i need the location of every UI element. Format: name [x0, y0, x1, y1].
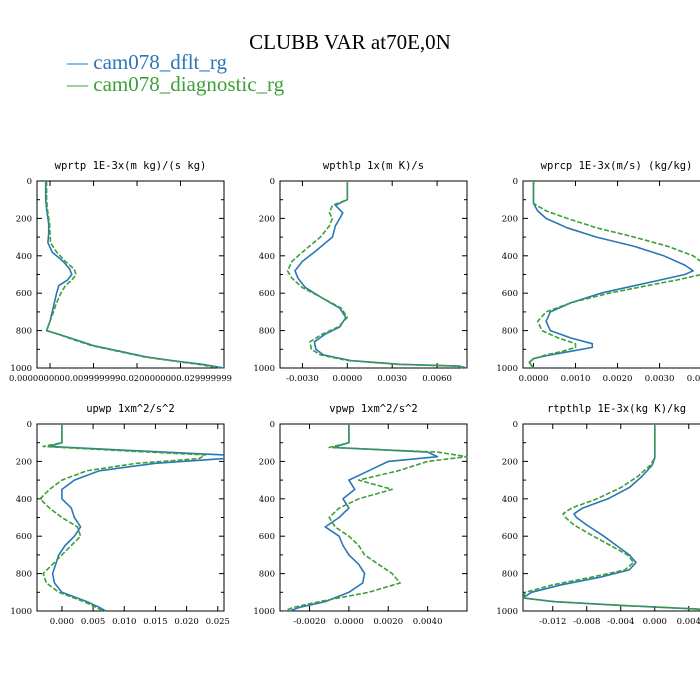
panel-4-ytick-label: 200	[16, 457, 32, 467]
panel-4-xtick-label: 0.025	[206, 617, 230, 627]
panel-5-title: vpwp 1xm^2/s^2	[329, 403, 418, 415]
panel-5-ytick-label: 200	[259, 457, 275, 467]
panel-3-ytick-label: 600	[502, 289, 518, 299]
panel-4-ytick-label: 800	[16, 570, 32, 580]
panel-2-ytick-label: 600	[259, 289, 275, 299]
panel-2-series-dflt	[294, 181, 468, 369]
panel-6-ytick-label: 1000	[496, 607, 518, 617]
panel-3-xtick-label: 0.0000	[519, 374, 549, 384]
panel-5-series-diagnostic	[283, 424, 468, 612]
legend-entry-diagnostic: — cam078_diagnostic_rg	[67, 72, 284, 97]
panel-2-ytick-label: 200	[259, 214, 275, 224]
panel-1-series-dflt	[44, 181, 225, 369]
panel-6-xtick-label: -0.012	[539, 617, 566, 627]
panel-1-title: wprtp 1E-3x(m kg)/(s kg)	[55, 160, 207, 172]
panel-3-ytick-label: 200	[502, 214, 518, 224]
panel-4-xtick-label: 0.005	[81, 617, 105, 627]
panel-1-ytick-label: 400	[16, 252, 32, 262]
panel-4-ytick-label: 0	[27, 420, 32, 430]
panel-1-ytick-label: 1000	[10, 364, 32, 374]
panel-4-xtick-label: 0.015	[143, 617, 167, 627]
panel-2-frame	[279, 180, 468, 369]
panel-5-xtick-label: 0.0040	[413, 617, 443, 627]
panel-2-xtick-label: -0.0030	[286, 374, 319, 384]
panel-6-xtick-label: 0.000	[643, 617, 667, 627]
legend-label-diagnostic: cam078_diagnostic_rg	[93, 72, 285, 96]
panel-2-xtick-label: 0.0030	[377, 374, 407, 384]
panel-6-ytick-label: 800	[502, 570, 518, 580]
panel-6-xtick-label: -0.004	[607, 617, 634, 627]
panel-3-ytick-label: 1000	[496, 364, 518, 374]
panel-6-ytick-label: 400	[502, 495, 518, 505]
panel-6-series-diagnostic	[522, 424, 700, 611]
panel-6-series-dflt	[522, 424, 700, 611]
panel-5-ytick-label: 1000	[253, 607, 275, 617]
panel-1-frame	[36, 180, 225, 369]
page-title: CLUBB VAR at70E,0N	[249, 30, 451, 54]
panel-6-title: rtpthlp 1E-3x(kg K)/kg	[547, 403, 686, 415]
panel-2-xtick-label: 0.0060	[422, 374, 452, 384]
panel-4-xtick-label: 0.000	[50, 617, 74, 627]
legend-entry-dflt: — cam078_dflt_rg	[67, 50, 227, 75]
panel-6-xtick-label: -0.008	[573, 617, 600, 627]
legend-label-dflt: cam078_dflt_rg	[93, 50, 228, 74]
panel-3-xtick-label: 0.0030	[645, 374, 675, 384]
panel-3-ytick-label: 0	[513, 177, 518, 187]
panel-1-ytick-label: 200	[16, 214, 32, 224]
panel-3-ytick-label: 800	[502, 327, 518, 337]
panel-1-xtick-label: 0.0000000000.0099999990.0200000000.02999…	[9, 374, 232, 384]
panel-2-ytick-label: 800	[259, 327, 275, 337]
panel-6-xtick-label: 0.004	[677, 617, 700, 627]
panel-6-ytick-label: 200	[502, 457, 518, 467]
panel-4-ytick-label: 1000	[10, 607, 32, 617]
panel-4-ytick-label: 400	[16, 495, 32, 505]
panel-5-ytick-label: 600	[259, 532, 275, 542]
panel-6-frame	[522, 423, 700, 612]
panel-3-xtick-label: 0.0020	[603, 374, 633, 384]
panel-5-ytick-label: 400	[259, 495, 275, 505]
panel-3-title: wprcp 1E-3x(m/s) (kg/kg)	[541, 160, 693, 172]
panel-4-xtick-label: 0.010	[112, 617, 136, 627]
panel-6-ytick-label: 0	[513, 420, 518, 430]
panel-3-xtick-label: 0.0010	[561, 374, 591, 384]
panel-4-frame	[36, 423, 225, 612]
panel-1-ytick-label: 0	[27, 177, 32, 187]
legend-dash-dflt: —	[67, 50, 94, 74]
panel-2-ytick-label: 400	[259, 252, 275, 262]
panel-1-ytick-label: 800	[16, 327, 32, 337]
panel-3-ytick-label: 400	[502, 252, 518, 262]
panel-4-title: upwp 1xm^2/s^2	[86, 403, 175, 415]
panel-5-xtick-label: 0.0000	[334, 617, 364, 627]
panel-4-ytick-label: 600	[16, 532, 32, 542]
panel-3-series-diagnostic	[528, 181, 700, 369]
panel-2-ytick-label: 0	[270, 177, 275, 187]
panel-2-xtick-label: 0.0000	[332, 374, 362, 384]
panel-4-series-diagnostic	[39, 424, 207, 612]
panel-5-xtick-label: 0.0020	[373, 617, 403, 627]
panel-4-series-dflt	[48, 424, 225, 612]
panel-5-ytick-label: 0	[270, 420, 275, 430]
panel-5-series-dflt	[289, 424, 439, 612]
panel-3-frame	[522, 180, 700, 369]
panel-4-xtick-label: 0.020	[174, 617, 198, 627]
legend-dash-diagnostic: —	[67, 72, 94, 96]
panel-1-series-diagnostic	[45, 181, 220, 369]
panel-5-xtick-label: -0.0020	[293, 617, 326, 627]
panel-2-title: wpthlp 1x(m K)/s	[323, 160, 424, 172]
panel-3-xtick-label: 0.0040	[687, 374, 700, 384]
panel-6-ytick-label: 600	[502, 532, 518, 542]
panel-3-series-dflt	[528, 181, 695, 369]
panel-2-series-diagnostic	[286, 181, 465, 369]
panel-1-ytick-label: 600	[16, 289, 32, 299]
panel-5-ytick-label: 800	[259, 570, 275, 580]
panel-2-ytick-label: 1000	[253, 364, 275, 374]
